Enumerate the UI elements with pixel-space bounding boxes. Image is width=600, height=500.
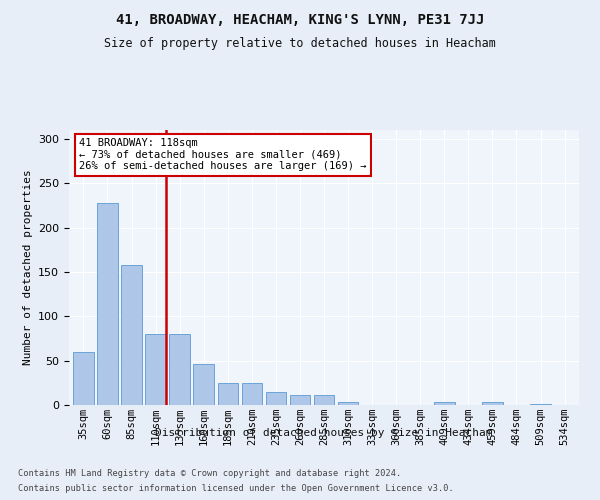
Bar <box>73 352 94 405</box>
Bar <box>97 202 118 405</box>
Bar <box>314 395 334 405</box>
Text: Contains public sector information licensed under the Open Government Licence v3: Contains public sector information licen… <box>18 484 454 493</box>
Bar <box>434 402 455 405</box>
Bar <box>530 404 551 405</box>
Bar <box>290 395 310 405</box>
Bar <box>242 383 262 405</box>
Text: 41 BROADWAY: 118sqm
← 73% of detached houses are smaller (469)
26% of semi-detac: 41 BROADWAY: 118sqm ← 73% of detached ho… <box>79 138 367 172</box>
Text: 41, BROADWAY, HEACHAM, KING'S LYNN, PE31 7JJ: 41, BROADWAY, HEACHAM, KING'S LYNN, PE31… <box>116 12 484 26</box>
Bar <box>266 392 286 405</box>
Bar <box>121 265 142 405</box>
Bar <box>338 402 358 405</box>
Bar <box>193 364 214 405</box>
Text: Contains HM Land Registry data © Crown copyright and database right 2024.: Contains HM Land Registry data © Crown c… <box>18 469 401 478</box>
Bar <box>218 383 238 405</box>
Bar <box>169 334 190 405</box>
Bar <box>482 402 503 405</box>
Y-axis label: Number of detached properties: Number of detached properties <box>23 170 32 366</box>
Bar <box>145 334 166 405</box>
Text: Distribution of detached houses by size in Heacham: Distribution of detached houses by size … <box>155 428 493 438</box>
Text: Size of property relative to detached houses in Heacham: Size of property relative to detached ho… <box>104 38 496 51</box>
